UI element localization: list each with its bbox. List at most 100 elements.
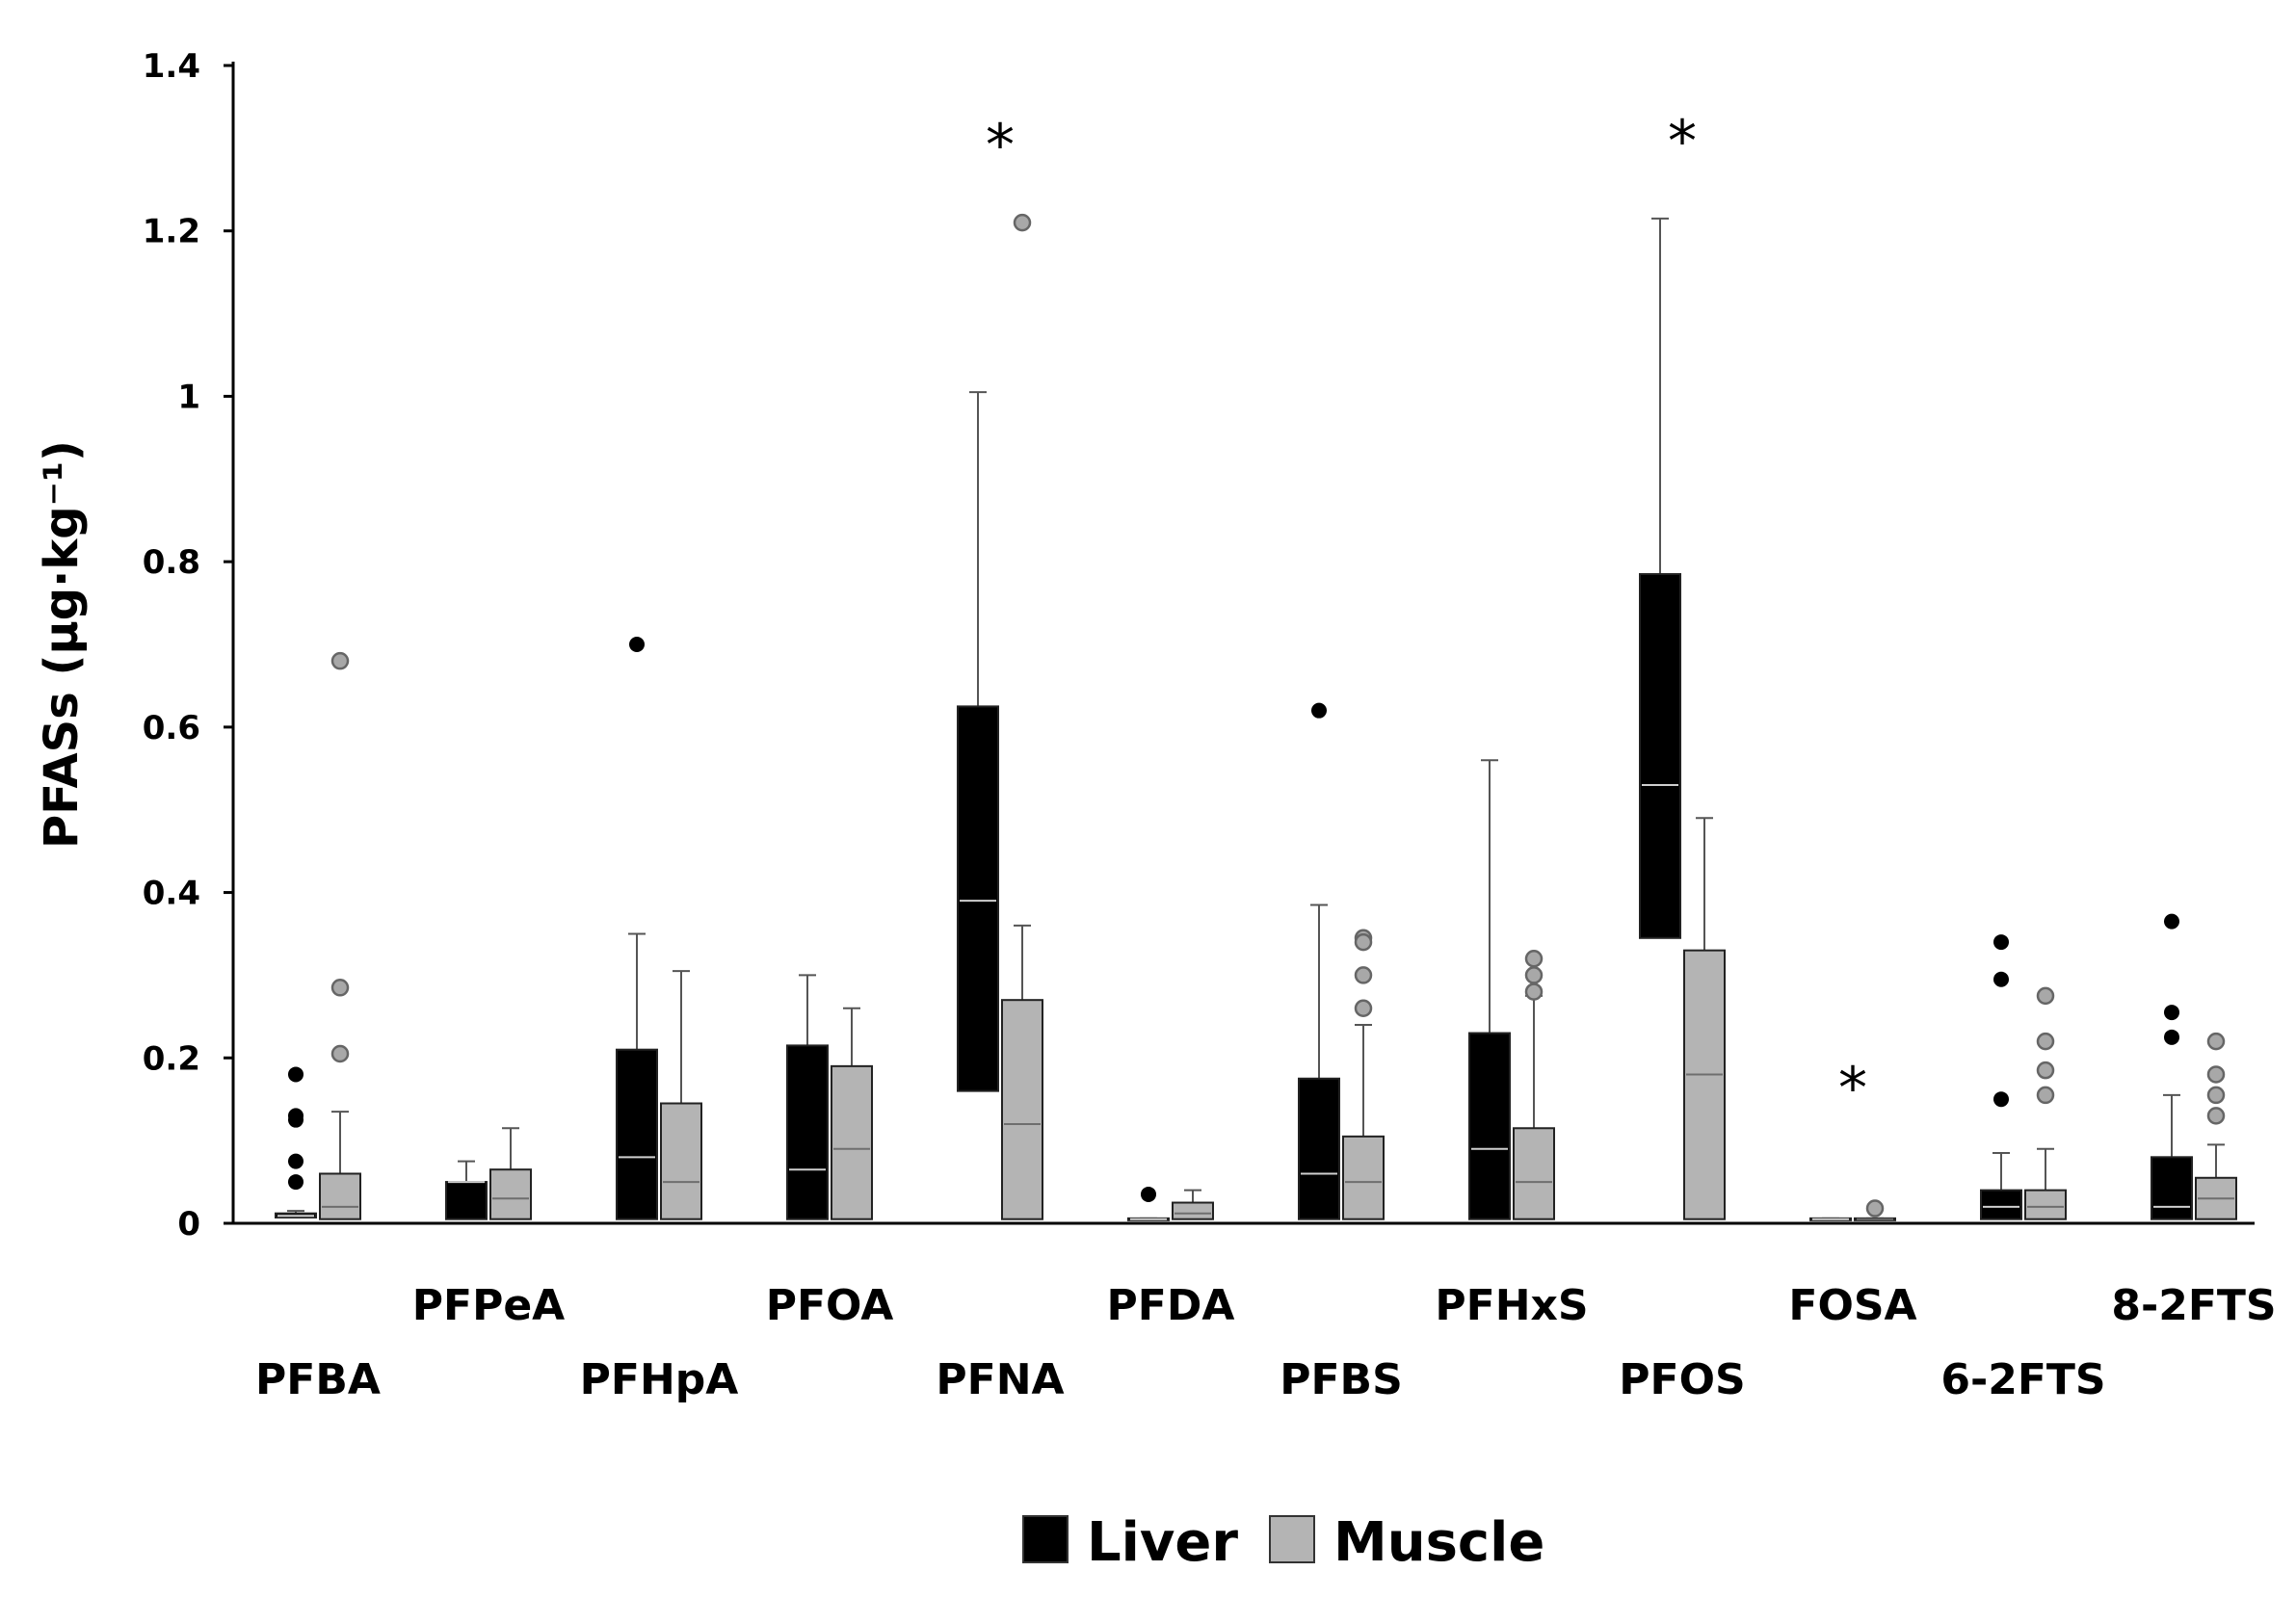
muscle-outlier-point bbox=[2036, 986, 2055, 1006]
y-tick-label: 1 bbox=[177, 378, 200, 416]
muscle-outlier-point bbox=[2206, 1086, 2226, 1105]
muscle-iqr-box bbox=[1683, 949, 1726, 1220]
liver-iqr-box bbox=[1980, 1189, 2022, 1220]
muscle-iqr-box bbox=[1172, 1201, 1214, 1220]
significance-star: * bbox=[1838, 1055, 1867, 1122]
x-category-label: PFOA bbox=[766, 1281, 894, 1330]
muscle-iqr-box bbox=[319, 1172, 361, 1220]
muscle-box-PFBA bbox=[319, 651, 361, 1220]
x-category-label: PFBS bbox=[1280, 1355, 1403, 1404]
x-category-label: PFPeA bbox=[412, 1281, 565, 1330]
liver-iqr-box bbox=[786, 1044, 829, 1220]
liver-box-8-2FTS bbox=[2151, 913, 2193, 1220]
muscle-outlier-point bbox=[1354, 999, 1373, 1018]
significance-star: * bbox=[986, 112, 1015, 179]
muscle-box-6-2FTS bbox=[2024, 986, 2067, 1220]
y-tick-label: 0.8 bbox=[143, 543, 200, 582]
liver-outlier-point bbox=[1311, 702, 1327, 719]
liver-box-6-2FTS bbox=[1980, 934, 2022, 1220]
x-category-label: PFHxS bbox=[1435, 1281, 1588, 1330]
muscle-outlier-point bbox=[2206, 1065, 2226, 1084]
axis-layer: 0 0.2 0.4 0.6 0.8 1 1.2 1.4 PFASs (µg·kg⁻¹) bbox=[35, 47, 2255, 1244]
liver-outlier-point bbox=[288, 1174, 303, 1191]
muscle-outlier-point bbox=[2206, 1107, 2226, 1125]
liver-box-PFDA bbox=[1127, 1186, 1170, 1221]
liver-iqr-box bbox=[2151, 1156, 2193, 1220]
significance-star: * bbox=[1668, 108, 1697, 175]
y-tick-label: 1.2 bbox=[143, 213, 200, 251]
x-category-label: 6-2FTS bbox=[1940, 1355, 2105, 1404]
muscle-outlier-point bbox=[330, 979, 350, 997]
liver-outlier-point bbox=[1141, 1186, 1156, 1202]
liver-outlier-point bbox=[288, 1153, 303, 1169]
muscle-outlier-point bbox=[1524, 966, 1544, 984]
muscle-box-FOSA bbox=[1854, 1199, 1896, 1221]
muscle-iqr-box bbox=[831, 1064, 873, 1220]
y-axis-title: PFASs (µg·kg⁻¹) bbox=[35, 440, 89, 849]
liver-outlier-point bbox=[1993, 971, 2009, 987]
y-tick-label: 0.4 bbox=[143, 875, 200, 913]
liver-box-PFOA bbox=[786, 974, 829, 1220]
legend-label-muscle: Muscle bbox=[1333, 1511, 1544, 1574]
liver-iqr-box bbox=[1639, 573, 1681, 939]
legend-item-muscle: Muscle bbox=[1269, 1511, 1544, 1574]
legend-item-liver: Liver bbox=[1022, 1511, 1238, 1574]
liver-box-PFBS bbox=[1298, 702, 1340, 1220]
muscle-outlier-point bbox=[2036, 1032, 2055, 1051]
x-category-label: 8-2FTS bbox=[2111, 1281, 2276, 1330]
liver-outlier-point bbox=[2164, 1029, 2179, 1045]
muscle-box-PFHpA bbox=[660, 970, 702, 1220]
x-category-label: PFBA bbox=[255, 1355, 381, 1404]
liver-box-PFOS bbox=[1639, 217, 1681, 939]
muscle-iqr-box bbox=[489, 1168, 532, 1220]
muscle-outlier-point bbox=[2206, 1032, 2226, 1051]
liver-iqr-box bbox=[616, 1048, 658, 1220]
legend-label-liver: Liver bbox=[1087, 1511, 1238, 1574]
y-tick-label: 0.6 bbox=[143, 709, 200, 747]
muscle-box-PFPeA bbox=[489, 1127, 532, 1220]
muscle-iqr-box bbox=[1001, 999, 1043, 1220]
liver-box-PFPeA bbox=[445, 1160, 488, 1220]
liver-outlier-point bbox=[288, 1112, 303, 1128]
liver-outlier-point bbox=[1993, 1091, 2009, 1108]
y-tick-label: 1.4 bbox=[143, 47, 200, 86]
muscle-outlier-point bbox=[330, 1044, 350, 1063]
muscle-outlier-point bbox=[1524, 982, 1544, 1001]
muscle-iqr-box bbox=[660, 1102, 702, 1220]
box-layer bbox=[275, 213, 2237, 1221]
x-category-label: PFNA bbox=[936, 1355, 1064, 1404]
legend-swatch-muscle bbox=[1269, 1515, 1315, 1563]
liver-box-PFHpA bbox=[616, 637, 658, 1220]
muscle-box-PFDA bbox=[1172, 1189, 1214, 1220]
muscle-outlier-point bbox=[1013, 213, 1032, 232]
liver-iqr-box bbox=[957, 705, 999, 1092]
muscle-iqr-box bbox=[1513, 1127, 1555, 1220]
muscle-outlier-point bbox=[1354, 966, 1373, 984]
x-category-label: PFDA bbox=[1107, 1281, 1235, 1330]
liver-box-FOSA bbox=[1809, 1217, 1852, 1221]
muscle-outlier-point bbox=[1524, 950, 1544, 968]
liver-box-PFBA bbox=[275, 1066, 317, 1218]
liver-outlier-point bbox=[2164, 1005, 2179, 1021]
liver-outlier-point bbox=[629, 637, 645, 652]
muscle-iqr-box bbox=[1342, 1135, 1385, 1220]
muscle-outlier-point bbox=[2036, 1086, 2055, 1105]
legend: Liver Muscle bbox=[1022, 1511, 1544, 1574]
liver-iqr-box bbox=[445, 1181, 488, 1220]
liver-iqr-box bbox=[1298, 1077, 1340, 1220]
muscle-outlier-point bbox=[1865, 1199, 1885, 1218]
y-tick-label: 0.2 bbox=[143, 1039, 200, 1078]
liver-iqr-box bbox=[1468, 1032, 1511, 1220]
muscle-box-PFHxS bbox=[1513, 950, 1555, 1220]
liver-outlier-point bbox=[288, 1066, 303, 1083]
muscle-box-PFOS bbox=[1683, 817, 1726, 1220]
muscle-box-PFOA bbox=[831, 1007, 873, 1220]
x-category-label: PFOS bbox=[1619, 1355, 1745, 1404]
liver-box-PFNA bbox=[957, 391, 999, 1092]
legend-swatch-liver bbox=[1022, 1515, 1069, 1563]
muscle-box-8-2FTS bbox=[2195, 1032, 2237, 1220]
muscle-outlier-point bbox=[2036, 1061, 2055, 1080]
x-category-label: FOSA bbox=[1788, 1281, 1916, 1330]
muscle-box-PFNA bbox=[1001, 213, 1043, 1220]
